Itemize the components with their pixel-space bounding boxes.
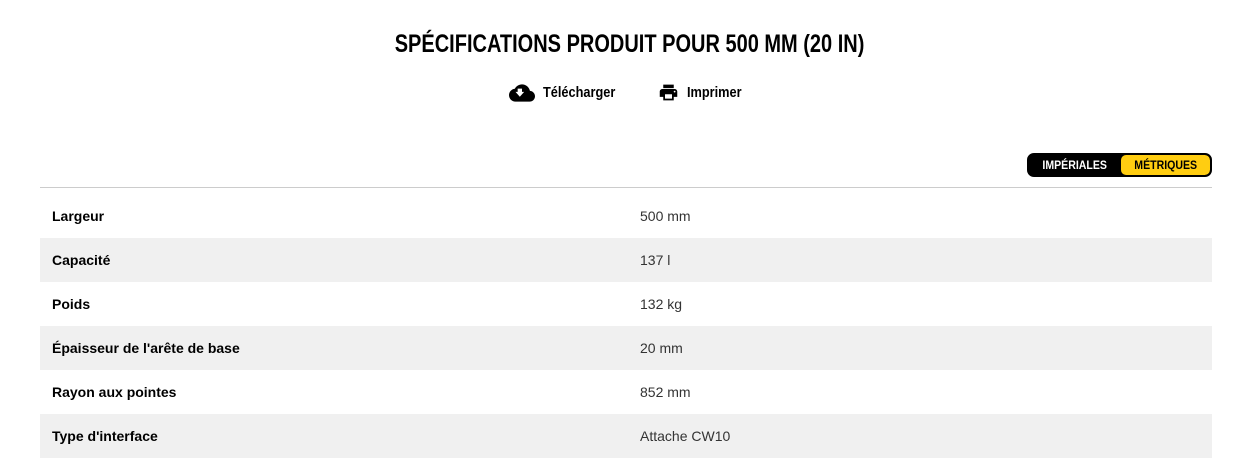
spec-label: Capacité <box>52 252 111 268</box>
printer-icon <box>658 82 679 103</box>
unit-toggle-row: IMPÉRIALES MÉTRIQUES <box>40 153 1212 177</box>
spec-label: Rayon aux pointes <box>52 384 177 400</box>
spec-value: 132 kg <box>640 296 683 312</box>
spec-value: 137 l <box>640 252 671 268</box>
spec-label: Épaisseur de l'arête de base <box>52 340 240 356</box>
print-button[interactable]: Imprimer <box>658 82 751 103</box>
toggle-imperial-button[interactable]: IMPÉRIALES <box>1029 155 1121 175</box>
page-header: SPÉCIFICATIONS PRODUIT POUR 500 MM (20 I… <box>0 0 1260 58</box>
page-title-text: SPÉCIFICATIONS PRODUIT POUR 500 MM (20 I… <box>395 30 865 58</box>
table-row: Largeur 500 mm <box>40 194 1212 238</box>
spec-value: Attache CW10 <box>640 428 731 444</box>
spec-value: 20 mm <box>640 340 683 356</box>
toggle-metric-label: MÉTRIQUES <box>1133 158 1197 172</box>
toggle-metric-button[interactable]: MÉTRIQUES <box>1120 155 1210 175</box>
table-row: Poids 132 kg <box>40 282 1212 326</box>
page-title: SPÉCIFICATIONS PRODUIT POUR 500 MM (20 I… <box>0 30 1260 58</box>
actions-bar: Télécharger Imprimer <box>0 82 1260 103</box>
specs-content: IMPÉRIALES MÉTRIQUES Largeur 500 mm Capa… <box>40 153 1212 458</box>
toggle-imperial-label: IMPÉRIALES <box>1042 158 1108 172</box>
table-row: Type d'interface Attache CW10 <box>40 414 1212 458</box>
download-button-label: Télécharger <box>542 84 616 101</box>
table-row: Capacité 137 l <box>40 238 1212 282</box>
spec-label: Poids <box>52 296 91 312</box>
unit-toggle: IMPÉRIALES MÉTRIQUES <box>1027 153 1212 177</box>
download-button[interactable]: Télécharger <box>508 83 628 103</box>
spec-value: 852 mm <box>640 384 691 400</box>
table-row: Épaisseur de l'arête de base 20 mm <box>40 326 1212 370</box>
spec-label: Largeur <box>52 208 105 224</box>
spec-table: Largeur 500 mm Capacité 137 l Poids 132 … <box>40 187 1212 458</box>
table-row: Rayon aux pointes 852 mm <box>40 370 1212 414</box>
spec-label: Type d'interface <box>52 428 158 444</box>
print-button-label: Imprimer <box>686 84 742 101</box>
spec-value: 500 mm <box>640 208 691 224</box>
cloud-download-icon <box>508 83 535 103</box>
